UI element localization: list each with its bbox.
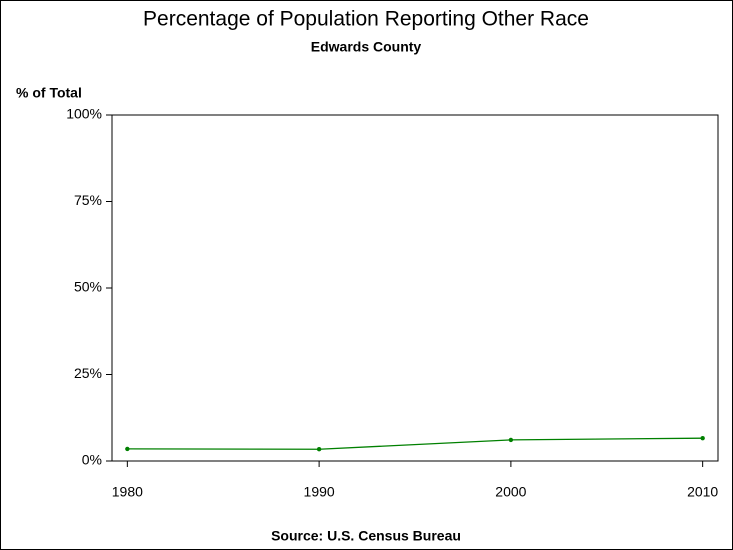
x-tick-label: 1990 <box>304 484 335 500</box>
y-axis-label: % of Total <box>16 85 82 101</box>
chart-title: Percentage of Population Reporting Other… <box>143 8 589 31</box>
series-line <box>127 437 703 450</box>
x-tick-label: 2000 <box>495 484 526 500</box>
data-point <box>316 447 322 452</box>
y-tick-label: 50% <box>74 279 102 295</box>
data-point <box>125 446 130 452</box>
chart-subtitle: Edwards County <box>311 39 422 55</box>
x-tick-label: 1980 <box>112 484 143 500</box>
x-tick-label: 2010 <box>687 484 718 500</box>
y-tick-label: 100% <box>66 106 102 122</box>
y-tick-label: 75% <box>74 192 102 208</box>
y-tick-label: 0% <box>82 452 102 468</box>
source-note: Source: U.S. Census Bureau <box>271 528 461 544</box>
data-point <box>700 435 705 441</box>
y-tick-label: 25% <box>74 365 102 381</box>
data-point <box>508 437 514 443</box>
